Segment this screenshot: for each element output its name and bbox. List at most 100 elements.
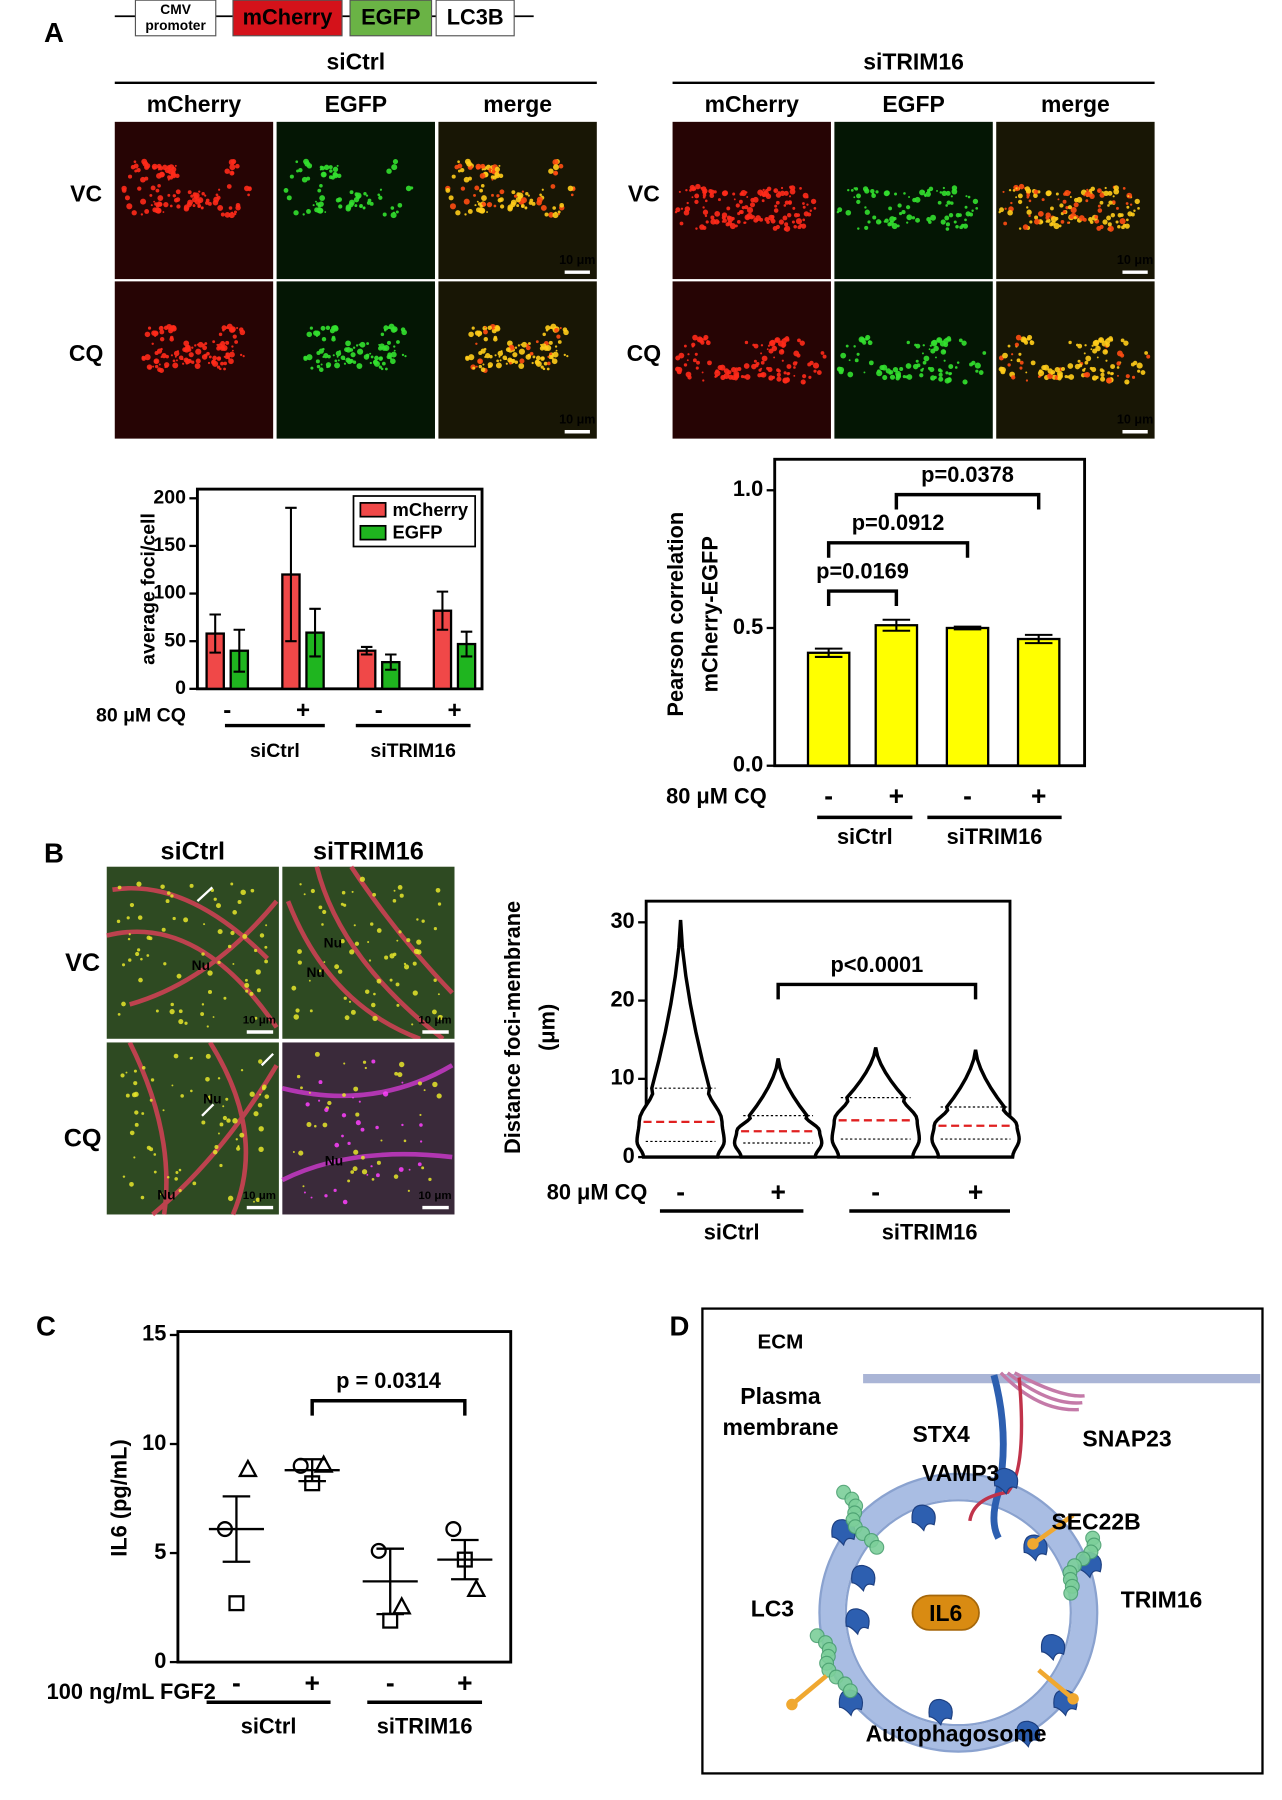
focus-dot [527,194,530,197]
focus-dot [468,331,474,338]
focus-dot [765,193,772,200]
x-tick-label: - [375,697,383,724]
group-title: siCtrl [326,48,385,74]
focus-dot [799,223,803,227]
focus-dot [837,207,843,213]
focus-dot [1117,224,1121,229]
focus-dot [536,199,542,206]
legend-label: mCherry [393,499,469,520]
focus-dot [239,353,243,357]
focus-dot [201,192,205,196]
significance-bracket [894,492,1041,510]
focus-dot [535,355,541,361]
focus-dot [141,356,146,361]
focus-dot [885,368,891,374]
focus-dot [445,188,451,193]
focus-dot [192,204,196,208]
focus-dot [432,1081,438,1088]
focus-dot [802,374,807,379]
coil-bead [842,1683,858,1699]
scale-bar-label: 10 μm [243,1015,276,1027]
focus-dot [557,340,562,344]
focus-dot [324,1107,329,1113]
focus-dot [943,342,949,348]
focus-dot [324,1194,328,1198]
significance-bracket [310,1399,467,1416]
focus-dot [498,355,501,358]
focus-dot [743,363,750,369]
focus-dot [229,164,236,171]
focus-dot [170,166,177,173]
focus-dot [941,190,947,197]
focus-dot [169,204,173,208]
focus-dot [454,164,460,170]
focus-dot [853,345,856,348]
focus-dot [845,209,852,216]
focus-dot [543,361,548,366]
focus-dot [1084,344,1087,347]
focus-dot [481,168,484,171]
focus-dot [760,344,764,347]
focus-dot [393,1174,399,1179]
focus-dot [889,216,896,223]
focus-dot [535,340,539,344]
focus-dot [391,164,398,171]
focus-dot [328,165,333,170]
focus-dot [786,364,792,369]
focus-dot [182,347,187,352]
focus-dot [247,193,250,197]
diagram-label: SEC22B [1051,1508,1140,1534]
focus-dot [903,192,906,195]
focus-dot [293,210,299,216]
focus-dot [383,344,390,351]
focus-dot [1107,204,1110,207]
focus-dot [727,216,734,223]
focus-dot [491,178,494,181]
focus-dot [547,355,550,358]
diagram-label: membrane [722,1414,838,1440]
focus-dot [202,345,208,351]
focus-dot [788,195,792,198]
focus-dot [151,342,154,345]
focus-dot [1098,338,1102,342]
focus-dot [853,196,856,199]
focus-dot [318,1080,323,1085]
focus-dot [889,374,896,380]
focus-dot [762,188,765,192]
focus-dot [133,1081,138,1086]
coil-bead [1063,1585,1079,1601]
focus-dot [520,197,527,204]
focus-dot [1050,206,1054,211]
focus-dot [854,358,859,363]
focus-dot [369,352,372,355]
focus-dot [164,362,170,368]
x-tick-label: - [223,697,231,724]
focus-dot [1028,214,1031,218]
focus-dot [141,1112,145,1115]
focus-dot [384,367,388,371]
focus-dot [945,190,951,196]
focus-dot [295,160,299,164]
focus-dot [802,382,805,385]
group-label: siCtrl [704,1220,760,1245]
focus-dot [1018,352,1022,356]
x-tick-label: - [676,1177,685,1207]
focus-dot [367,198,372,203]
focus-dot [743,221,746,224]
focus-dot [343,1062,346,1065]
focus-dot [207,201,212,206]
focus-dot [190,1089,193,1093]
focus-dot [792,361,798,366]
focus-dot [544,212,549,217]
focus-dot [345,340,351,347]
focus-dot [494,171,500,177]
channel-header: merge [483,91,552,117]
diagram-label: VAMP3 [922,1460,999,1486]
focus-dot [1047,368,1053,374]
focus-dot [1034,218,1040,225]
focus-dot [557,210,561,214]
focus-dot [476,200,479,203]
focus-dot [423,1089,426,1092]
focus-dot [691,187,694,190]
